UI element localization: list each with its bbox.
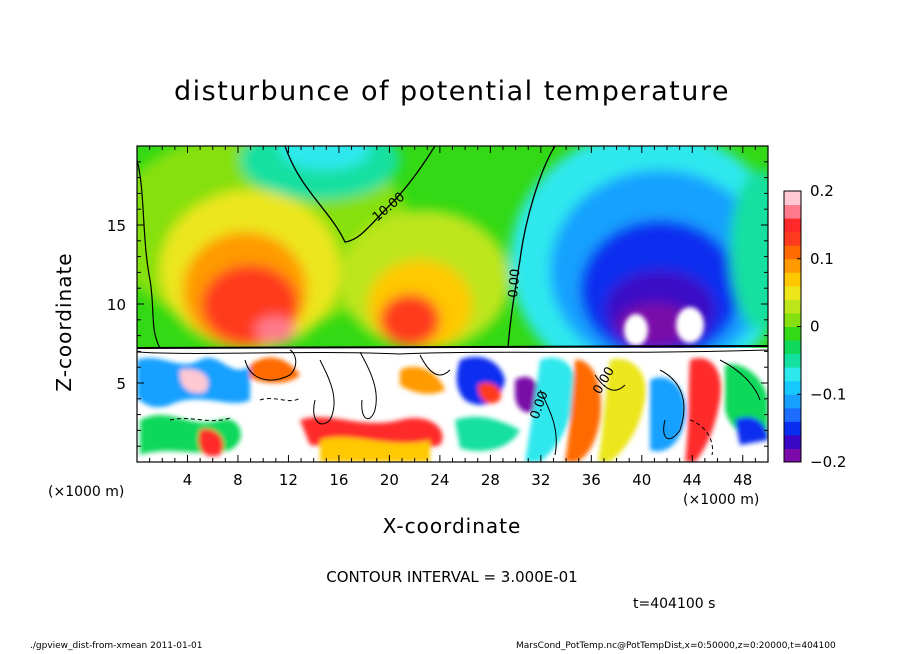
cool-top-inner — [280, 146, 370, 170]
colorbar-tick-label: 0 — [810, 318, 820, 336]
turb-patch-9 — [455, 416, 520, 451]
colorbar-swatch — [784, 394, 801, 409]
colorbar-tick-label: −0.2 — [810, 453, 846, 471]
colorbar-swatch — [784, 407, 801, 422]
x-tick-label: 36 — [582, 471, 601, 489]
colorbar-swatch — [784, 421, 801, 436]
turb-patch-8 — [478, 382, 501, 404]
colorbar-swatch — [784, 353, 801, 368]
contour-left — [137, 159, 161, 349]
turb-patch-17 — [735, 416, 768, 445]
colorbar-swatch — [784, 434, 801, 449]
colorbar-tick-label: −0.1 — [810, 385, 846, 403]
x-axis-label: X-coordinate — [0, 514, 904, 538]
turb-patch-13 — [598, 359, 646, 462]
turb-patch-5 — [320, 437, 430, 462]
y-tick-label: 10 — [107, 296, 126, 314]
colorbar-swatch — [784, 272, 801, 287]
colorbar-swatch — [784, 340, 801, 355]
contour-lower-1 — [244, 349, 297, 381]
contour-lower-dashed-3 — [689, 419, 714, 456]
contour-lower-7 — [659, 369, 685, 440]
colorbar-swatch — [784, 231, 801, 246]
colorbar-swatch — [784, 245, 801, 260]
contour-lower-2 — [313, 359, 335, 425]
contour-lines — [137, 146, 768, 456]
x-unit-left: (×1000 m) — [48, 484, 125, 500]
y-tick-label: 5 — [116, 375, 126, 393]
turb-patch-15 — [685, 358, 721, 462]
contour-0-upper — [507, 146, 556, 349]
colorbar-swatch — [784, 218, 801, 233]
turb-patch-19 — [179, 369, 209, 394]
colorbar-swatch — [784, 285, 801, 300]
contour-interface-2 — [137, 349, 768, 355]
contour-lower-8 — [719, 359, 761, 401]
turb-patch-6 — [400, 366, 445, 394]
x-tick-label: 8 — [233, 471, 243, 489]
colorbar-swatch — [784, 258, 801, 273]
x-tick-label: 28 — [481, 471, 500, 489]
cold-white-spot-2 — [676, 307, 704, 343]
footer-right: MarsCond_PotTemp.nc@PotTempDist,x=0:5000… — [516, 641, 836, 651]
turb-patch-2 — [140, 415, 241, 455]
contour-lower-4 — [419, 354, 451, 376]
x-tick-label: 4 — [183, 471, 193, 489]
x-axis-label-text: X-coordinate — [382, 514, 522, 538]
contour-lower-6 — [594, 374, 626, 391]
x-tick-label: 44 — [683, 471, 702, 489]
colorbar-swatch — [784, 191, 801, 206]
colorbar-swatch — [784, 204, 801, 219]
contour-10 — [284, 146, 436, 243]
y-axis: 5 10 15 — [107, 161, 768, 447]
contour-lower-dashed-2 — [259, 397, 301, 402]
warm-lobe-peak — [255, 316, 295, 344]
colorbar-swatch — [784, 448, 801, 463]
x-tick-label: 48 — [733, 471, 752, 489]
contour-lower-5 — [539, 389, 557, 456]
x-tick-label: 40 — [632, 471, 651, 489]
footer-left: ./gpview_dist-from-xmean 2011-01-01 — [30, 641, 203, 651]
warm-lobe2-core — [380, 294, 440, 346]
x-tick-label: 16 — [329, 471, 348, 489]
y-tick-label: 15 — [107, 217, 126, 235]
right-edge-band — [730, 170, 768, 330]
x-unit-right: (×1000 m) — [683, 492, 760, 508]
colorbar: 0.2 0.1 0 −0.1 −0.2 — [783, 182, 846, 471]
x-tick-label: 24 — [430, 471, 449, 489]
contour-interface — [137, 345, 768, 349]
turb-patch-14 — [650, 377, 686, 452]
upper-white-spots — [624, 307, 704, 346]
colorbar-tick-label: 0.2 — [810, 182, 834, 200]
x-tick-label: 12 — [279, 471, 298, 489]
lower-turbulence — [137, 356, 768, 462]
colorbar-swatch — [784, 326, 801, 341]
x-axis: 4 8 12 16 20 24 28 32 36 40 44 48 — [149, 146, 756, 489]
chart-title: disturbunce of potential temperature — [174, 76, 730, 107]
contour-lower-3 — [359, 351, 377, 420]
contour-label: 0.00 — [506, 268, 523, 298]
turb-patch-11 — [525, 357, 576, 462]
x-tick-label: 20 — [380, 471, 399, 489]
heatmap-field — [137, 146, 768, 462]
colorbar-swatch — [784, 299, 801, 314]
colorbar-swatch — [784, 380, 801, 395]
colorbar-swatch — [784, 367, 801, 382]
contour-interval-label: CONTOUR INTERVAL = 3.000E-01 — [326, 568, 578, 586]
contour-lower-dashed-1 — [169, 417, 231, 422]
time-label: t=404100 s — [633, 596, 716, 612]
turb-patch-18 — [198, 429, 224, 457]
colorbar-swatch — [784, 312, 801, 327]
turb-patch-12 — [565, 359, 601, 462]
cold-white-spot-1 — [624, 314, 648, 346]
colorbar-tick-label: 0.1 — [810, 250, 834, 268]
x-tick-label: 32 — [531, 471, 550, 489]
